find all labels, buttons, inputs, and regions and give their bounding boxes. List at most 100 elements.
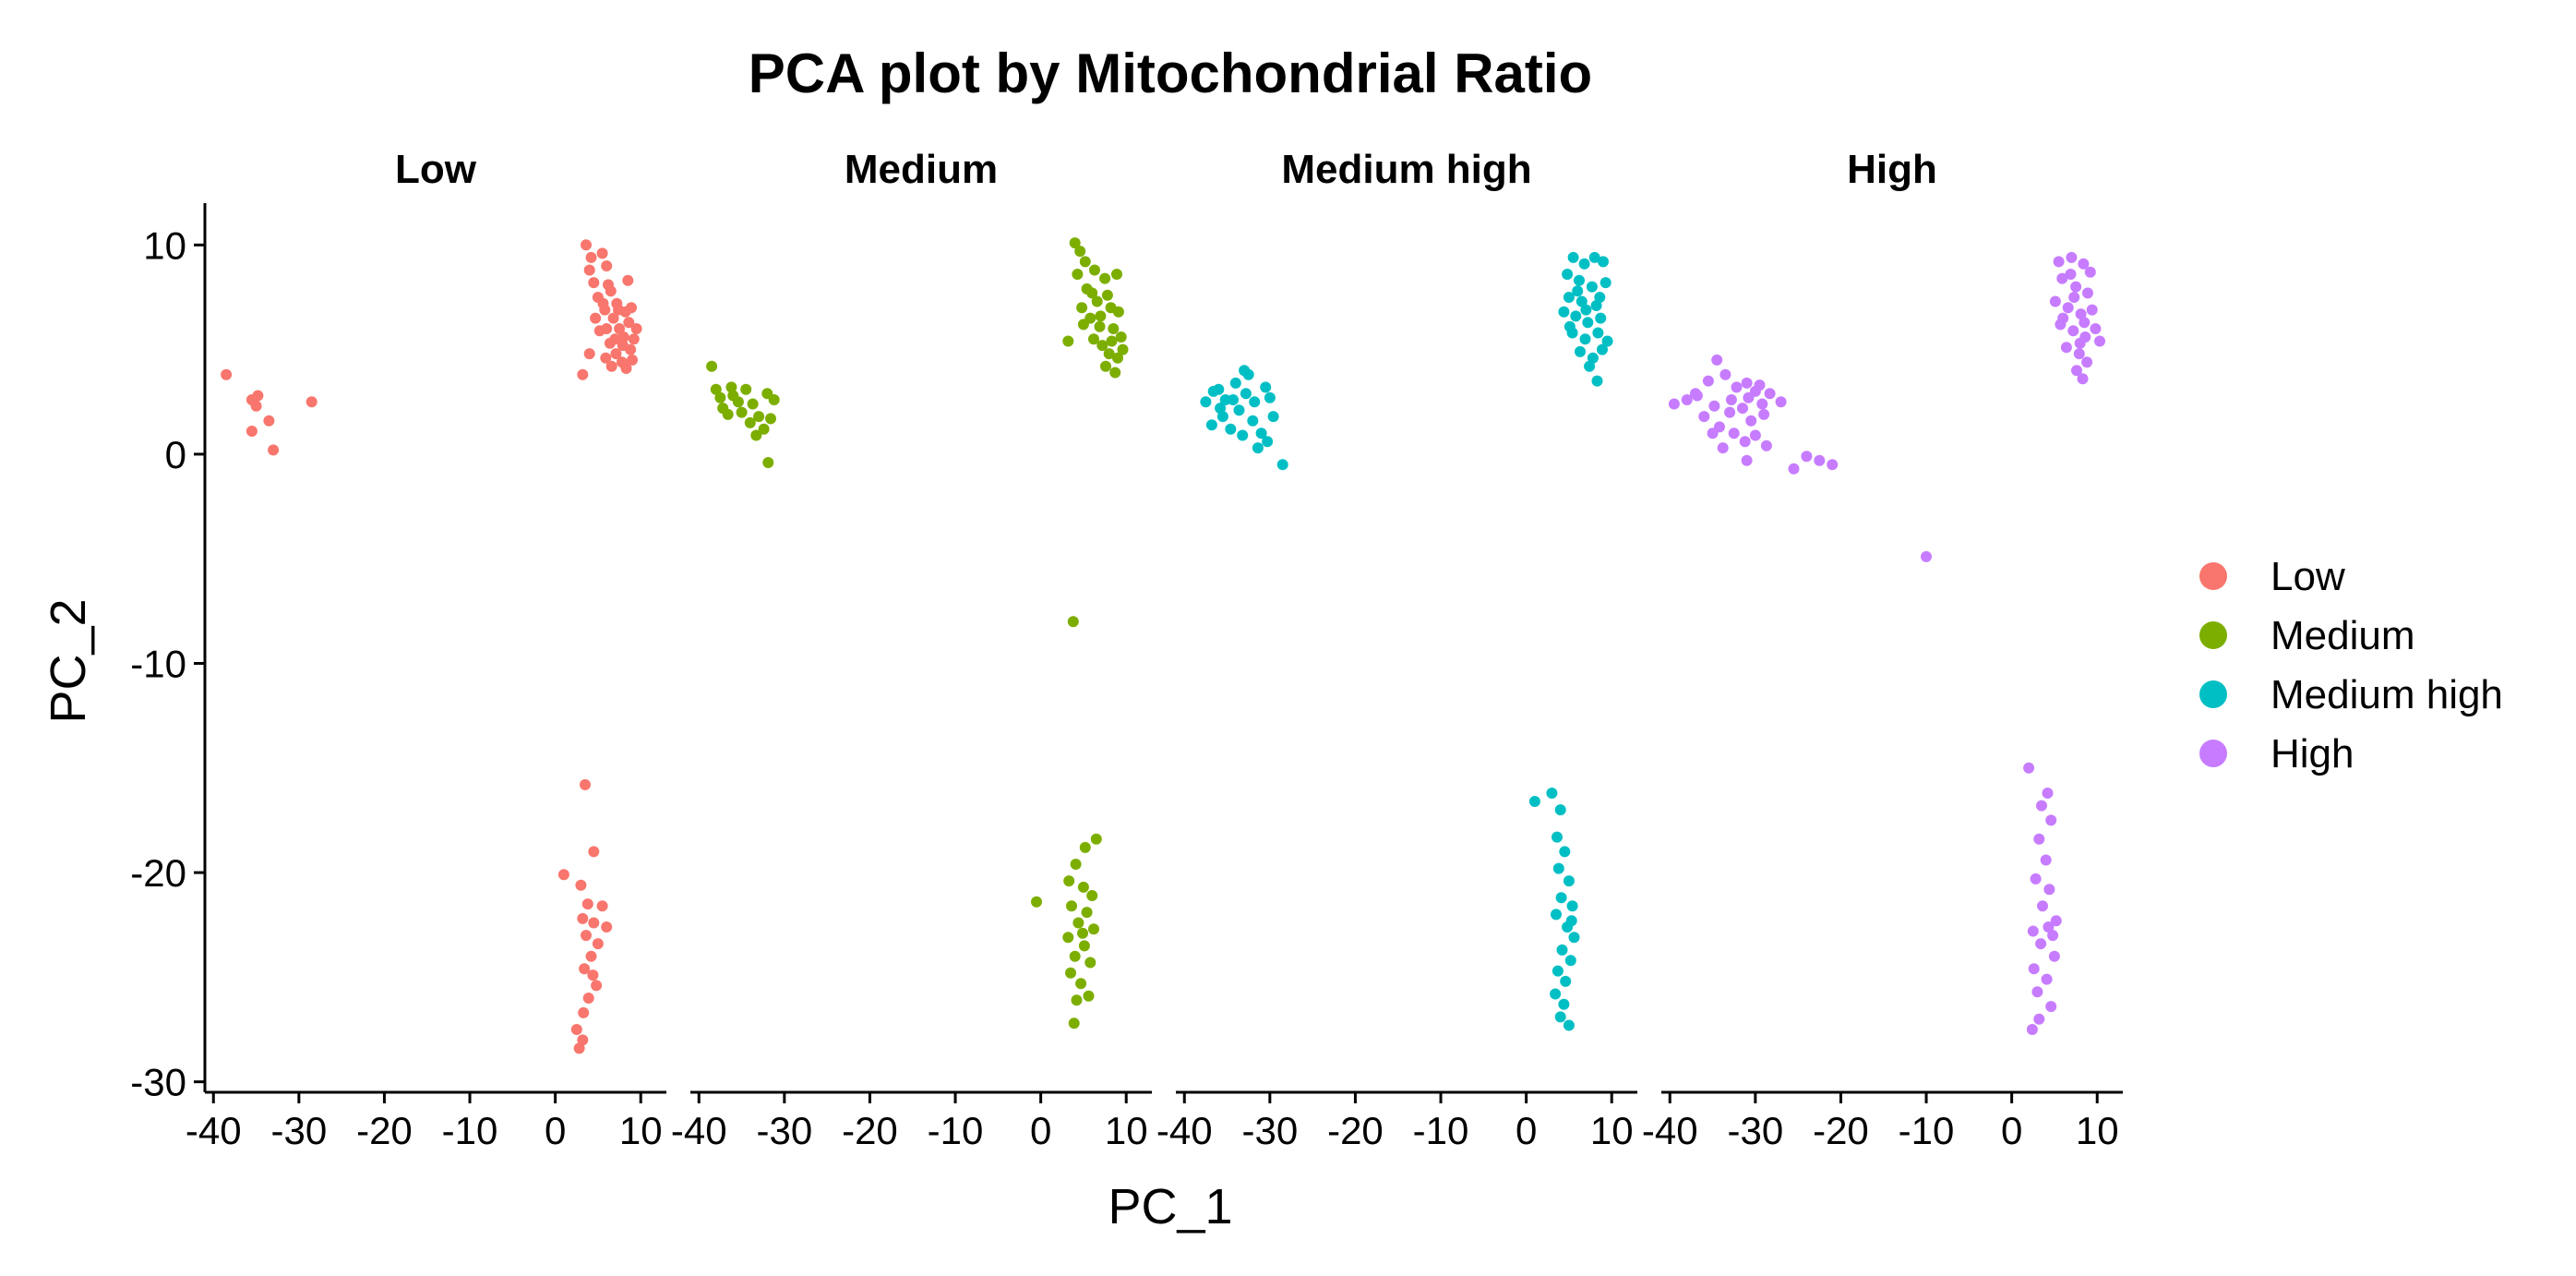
x-tick-label: -10 [928,1109,984,1152]
data-point [2060,342,2072,354]
data-point [623,317,635,329]
data-point [1084,957,1096,969]
data-point [246,426,258,437]
data-point [1095,310,1107,322]
data-point [758,423,770,435]
y-tick-label: 10 [143,223,186,267]
x-tick-label: 10 [619,1109,663,1152]
x-tick-label: -20 [842,1109,898,1152]
legend-key [2199,740,2227,767]
data-point [1737,403,1748,415]
data-point [1554,1011,1566,1023]
data-point [1240,388,1252,400]
data-point [1814,454,1826,466]
data-point [2023,762,2035,774]
data-point [268,444,280,456]
data-point [1564,320,1576,332]
data-point [2062,302,2074,314]
data-point [2047,930,2059,942]
y-tick-label: -10 [130,642,186,685]
legend-label: Medium [2270,613,2415,658]
data-point [1106,335,1118,347]
data-point [2066,251,2078,263]
data-point [2075,308,2087,320]
data-point [722,408,734,420]
data-point [1077,881,1089,893]
facet-strip-label: Medium [845,147,998,192]
x-tick-label: -40 [671,1109,727,1152]
data-point [1584,360,1596,372]
data-point [2040,854,2052,866]
data-point [579,963,591,975]
data-point [590,312,602,324]
data-point [2048,950,2060,962]
data-point [1088,923,1099,935]
data-point [725,381,737,393]
x-tick-label: -20 [1813,1109,1869,1152]
data-point [1580,304,1592,316]
data-point [577,1034,589,1046]
data-point [1775,396,1787,408]
data-point [2079,317,2091,329]
data-point [1546,788,1558,799]
x-axis-title: PC_1 [1108,1179,1232,1234]
legend-key [2199,621,2227,649]
data-point [1739,436,1751,448]
x-tick-label: 0 [1030,1109,1051,1152]
data-point [2041,973,2053,985]
data-point [252,390,264,402]
legend-key [2199,562,2227,590]
data-point [2090,323,2102,334]
x-tick-label: 0 [545,1109,566,1152]
data-point [1071,994,1083,1006]
data-point [263,415,275,427]
chart-title: PCA plot by Mitochondrial Ratio [749,42,1592,104]
data-point [587,969,599,981]
data-point [1566,900,1578,912]
data-point [573,1042,585,1054]
data-point [1089,264,1100,276]
facet-panel: Medium -40 -30 -20 -10 0 10 [671,147,1152,1152]
data-point [1587,352,1599,364]
data-point [1567,251,1579,263]
legend-item: Medium high [2199,672,2503,717]
data-point [1249,396,1261,408]
data-point [1708,400,1720,412]
data-point [1065,967,1076,979]
data-point [607,312,619,324]
data-point [2026,1024,2038,1035]
data-point [1702,375,1714,387]
data-point [1090,833,1102,845]
facet-panels: Low-40 -30 -20 -10 0 10100-10-20-30Medium-40-… [130,147,2123,1152]
data-point [2070,281,2082,293]
data-point [1749,429,1761,441]
data-point [1225,423,1237,435]
legend-label: Low [2270,554,2345,599]
data-point [1094,320,1106,332]
data-point [1719,368,1731,380]
data-point [1101,289,1113,301]
data-point [1112,306,1124,318]
data-point [557,869,569,881]
data-point [1563,292,1575,303]
data-point [1076,302,1088,314]
data-point [570,1024,582,1035]
data-point [2078,258,2090,270]
data-point [2086,304,2098,316]
data-point [1558,306,1570,318]
data-point [2027,925,2039,937]
data-point [1070,859,1082,870]
data-point [736,406,748,418]
data-point [597,297,609,309]
data-point [1556,944,1568,956]
data-point [1264,391,1276,403]
data-point [1237,429,1249,441]
data-point [1213,383,1225,395]
data-point [1586,281,1598,293]
data-point [2045,1001,2057,1013]
data-point [630,323,642,334]
data-point [1081,907,1093,919]
data-point [1077,927,1088,939]
